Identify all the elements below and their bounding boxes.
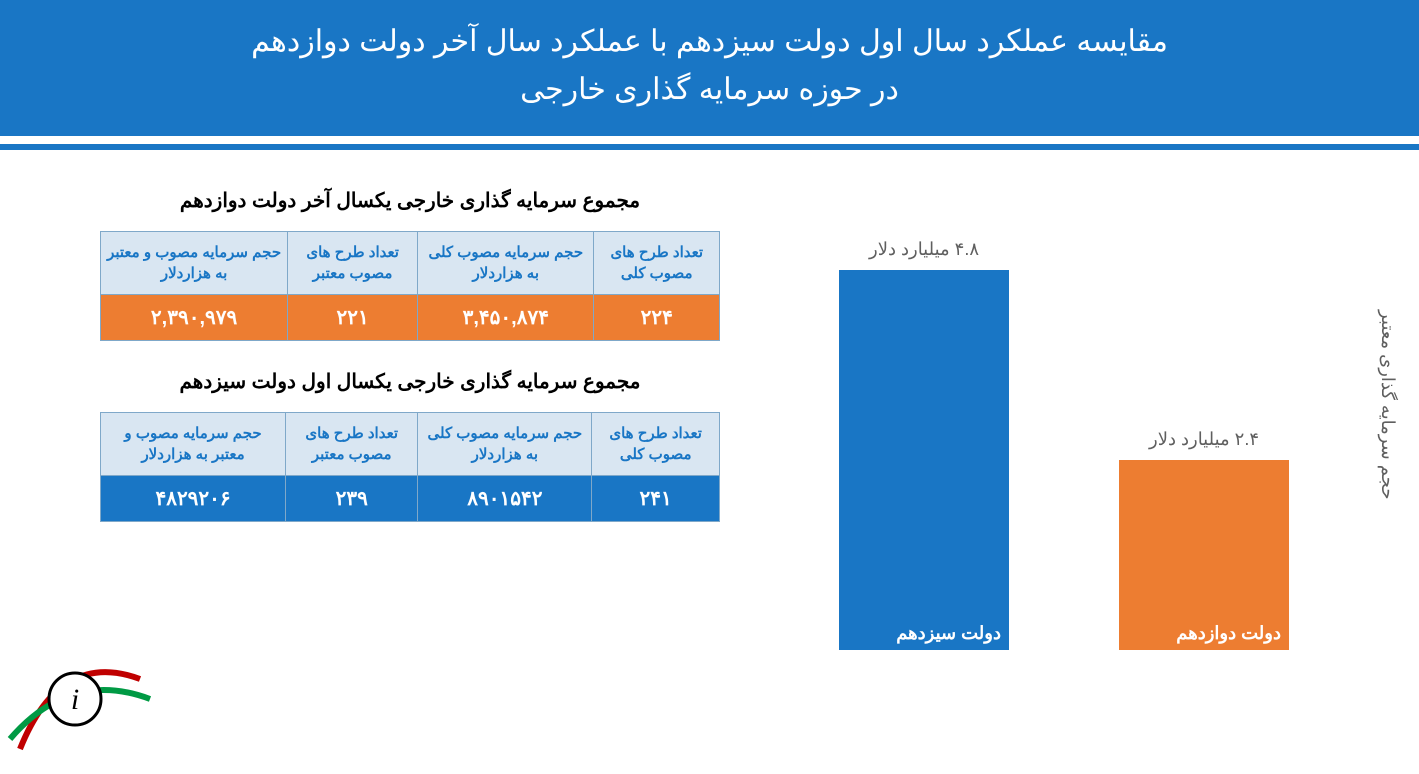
table2-cell-2: ۲۳۹: [286, 476, 418, 522]
svg-text:i: i: [71, 683, 79, 716]
table2-col-3: حجم سرمایه مصوب و معتبر به هزاردلار: [101, 413, 286, 476]
table1-col-2: تعداد طرح های مصوب معتبر: [288, 232, 418, 295]
table1-cell-2: ۲۲۱: [288, 295, 418, 341]
table2-col-1: حجم سرمایه مصوب کلی به هزاردلار: [418, 413, 592, 476]
tables-area: مجموع سرمایه گذاری خارجی یکسال آخر دولت …: [100, 180, 720, 550]
bar-value-gov12: ۲.۴ میلیارد دلار: [1149, 429, 1259, 450]
bar-label-gov12: دولت دوازدهم: [1176, 623, 1281, 644]
content-area: حجم سرمایه گذاری معتبر ۴.۸ میلیارد دلار …: [0, 150, 1419, 749]
bar-group-gov13: ۴.۸ میلیارد دلار دولت سیزدهم: [839, 239, 1009, 650]
table2-cell-3: ۴۸۲۹۲۰۶: [101, 476, 286, 522]
page-header: مقایسه عملکرد سال اول دولت سیزدهم با عمل…: [0, 0, 1419, 136]
header-title-line2: در حوزه سرمایه گذاری خارجی: [0, 66, 1419, 114]
table1-data-row: ۲۲۴ ۳,۴۵۰,۸۷۴ ۲۲۱ ۲,۳۹۰,۹۷۹: [101, 295, 720, 341]
table2-title: مجموع سرمایه گذاری خارجی یکسال اول دولت …: [100, 369, 720, 394]
table-gov13: تعداد طرح های مصوب کلی حجم سرمایه مصوب ک…: [100, 412, 720, 522]
bar-gov12: دولت دوازدهم: [1119, 460, 1289, 650]
logo-icon: i: [0, 629, 180, 769]
table1-cell-1: ۳,۴۵۰,۸۷۴: [418, 295, 594, 341]
bar-label-gov13: دولت سیزدهم: [896, 623, 1001, 644]
table1-col-3: حجم سرمایه مصوب و معتبر به هزاردلار: [101, 232, 288, 295]
table1-col-1: حجم سرمایه مصوب کلی به هزاردلار: [418, 232, 594, 295]
table1-title: مجموع سرمایه گذاری خارجی یکسال آخر دولت …: [100, 188, 720, 213]
bar-gov13: دولت سیزدهم: [839, 270, 1009, 650]
bars-container: ۴.۸ میلیارد دلار دولت سیزدهم ۲.۴ میلیارد…: [839, 230, 1339, 650]
header-title-line1: مقایسه عملکرد سال اول دولت سیزدهم با عمل…: [251, 25, 1168, 58]
y-axis-label: حجم سرمایه گذاری معتبر: [1377, 310, 1399, 499]
table1-col-0: تعداد طرح های مصوب کلی: [594, 232, 720, 295]
table2-col-0: تعداد طرح های مصوب کلی: [592, 413, 720, 476]
table2-data-row: ۲۴۱ ۸۹۰۱۵۴۲ ۲۳۹ ۴۸۲۹۲۰۶: [101, 476, 720, 522]
table2-header-row: تعداد طرح های مصوب کلی حجم سرمایه مصوب ک…: [101, 413, 720, 476]
table2-cell-1: ۸۹۰۱۵۴۲: [418, 476, 592, 522]
bar-value-gov13: ۴.۸ میلیارد دلار: [869, 239, 979, 260]
table1-header-row: تعداد طرح های مصوب کلی حجم سرمایه مصوب ک…: [101, 232, 720, 295]
table1-cell-3: ۲,۳۹۰,۹۷۹: [101, 295, 288, 341]
table2-cell-0: ۲۴۱: [592, 476, 720, 522]
table1-cell-0: ۲۲۴: [594, 295, 720, 341]
bar-group-gov12: ۲.۴ میلیارد دلار دولت دوازدهم: [1119, 429, 1289, 650]
bar-chart: حجم سرمایه گذاری معتبر ۴.۸ میلیارد دلار …: [819, 190, 1379, 650]
table-gov12: تعداد طرح های مصوب کلی حجم سرمایه مصوب ک…: [100, 231, 720, 341]
table2-col-2: تعداد طرح های مصوب معتبر: [286, 413, 418, 476]
